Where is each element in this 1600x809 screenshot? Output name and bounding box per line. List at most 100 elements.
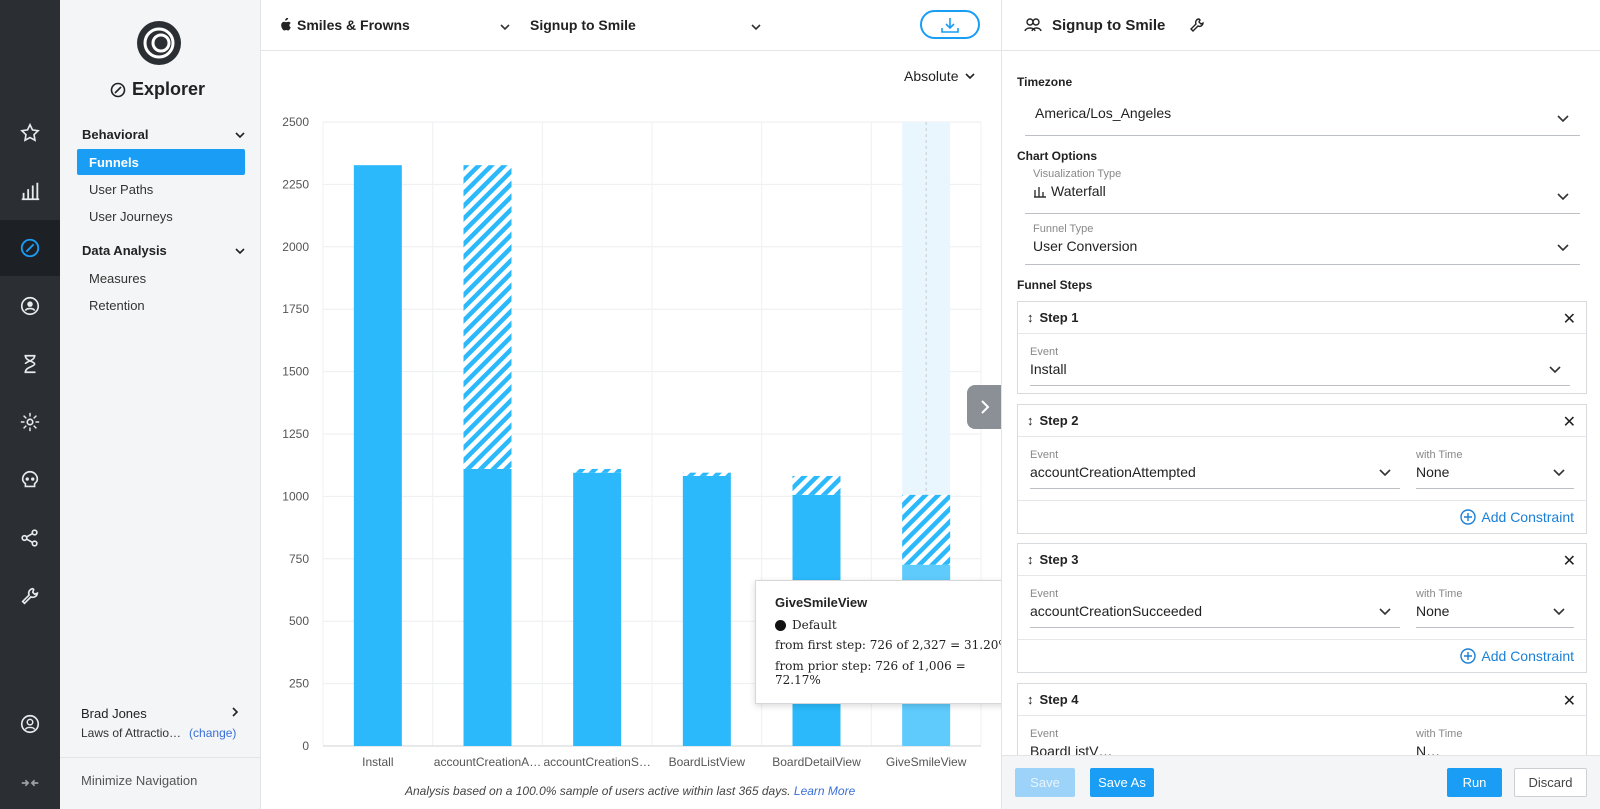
bar-dropped[interactable] [902, 494, 951, 565]
nav-item-measures[interactable]: Measures [77, 265, 245, 291]
funnel-type-label: Funnel Type [1033, 223, 1094, 235]
settings-panel: Signup to Smile Timezone America/Los_Ang… [1001, 0, 1600, 809]
step-header[interactable]: ↕ Step 2 ✕ [1018, 405, 1586, 437]
y-tick-label: 1000 [282, 489, 309, 503]
step-label: Step 4 [1039, 692, 1079, 707]
account-icon[interactable] [0, 696, 60, 752]
step-header[interactable]: ↕ Step 4 ✕ [1018, 684, 1586, 716]
y-tick-label: 750 [289, 552, 309, 566]
add-constraint-button[interactable]: Add Constraint [1460, 509, 1574, 525]
y-tick-label: 500 [289, 614, 309, 628]
report-select[interactable]: Signup to Smile [530, 17, 761, 33]
dashboards-icon[interactable] [0, 163, 60, 219]
bar-converted[interactable] [573, 472, 622, 746]
wrench-icon[interactable] [0, 568, 60, 624]
add-constraint-button[interactable]: Add Constraint [1460, 648, 1574, 664]
share-icon[interactable] [0, 510, 60, 566]
step-header[interactable]: ↕ Step 3 ✕ [1018, 544, 1586, 576]
learn-more-link[interactable]: Learn More [793, 784, 856, 798]
plus-circle-icon [1460, 509, 1477, 525]
drag-handle-icon[interactable]: ↕ [1027, 413, 1034, 428]
remove-step-icon[interactable]: ✕ [1562, 414, 1576, 431]
funnel-type-select[interactable]: Funnel Type User Conversion [1025, 223, 1580, 265]
event-value: accountCreationSucceeded [1030, 603, 1203, 619]
nav-item-user-paths[interactable]: User Paths [77, 176, 245, 202]
spark-icon[interactable] [0, 394, 60, 450]
y-tick-label: 250 [289, 677, 309, 691]
with-time-select[interactable]: with Time None [1416, 449, 1574, 489]
save-button[interactable]: Save [1015, 768, 1075, 797]
chevron-right-icon [981, 400, 990, 414]
section-behavioral[interactable]: Behavioral [82, 127, 246, 142]
bar-converted[interactable] [353, 165, 402, 747]
nav-item-label: Retention [89, 297, 145, 313]
chevron-down-icon [1379, 469, 1391, 477]
bar-converted[interactable] [682, 475, 731, 746]
drag-handle-icon[interactable]: ↕ [1027, 692, 1034, 707]
event-value: Install [1030, 361, 1067, 377]
funnel-step: ↕ Step 2 ✕ Event accountCreationAttempte… [1017, 404, 1587, 534]
event-select[interactable]: Event accountCreationSucceeded [1030, 588, 1400, 628]
event-select[interactable]: Event accountCreationAttempted [1030, 449, 1400, 489]
report-select-value: Signup to Smile [530, 17, 636, 33]
step-header[interactable]: ↕ Step 1 ✕ [1018, 302, 1586, 334]
viz-type-label: Visualization Type [1033, 168, 1122, 180]
skull-icon[interactable] [0, 452, 60, 508]
step-label: Step 1 [1039, 310, 1079, 325]
step-divider [1018, 500, 1586, 501]
with-time-select[interactable]: with Time N… [1416, 728, 1574, 755]
nav-item-funnels[interactable]: Funnels [77, 149, 245, 175]
drag-handle-icon[interactable]: ↕ [1027, 310, 1034, 325]
nav-item-user-journeys[interactable]: User Journeys [77, 203, 245, 229]
nav-item-retention[interactable]: Retention [77, 292, 245, 318]
event-value: BoardListV… [1030, 743, 1113, 755]
display-mode-select[interactable]: Absolute [904, 68, 976, 84]
collapse-nav-icon[interactable] [0, 755, 60, 809]
timezone-select[interactable]: America/Los_Angeles [1025, 96, 1580, 136]
visualization-type-select[interactable]: Visualization Type Waterfall [1025, 168, 1580, 214]
users-icon[interactable] [0, 278, 60, 334]
timezone-value: America/Los_Angeles [1035, 105, 1172, 121]
discard-button[interactable]: Discard [1514, 768, 1587, 797]
explorer-icon[interactable] [0, 220, 60, 276]
chevron-down-icon [1553, 469, 1565, 477]
viz-type-value: Waterfall [1033, 183, 1580, 199]
user-menu[interactable]: Brad Jones [81, 706, 241, 721]
user-name: Brad Jones [81, 706, 147, 721]
remove-step-icon[interactable]: ✕ [1562, 311, 1576, 328]
run-button[interactable]: Run [1447, 768, 1502, 797]
remove-step-icon[interactable]: ✕ [1562, 553, 1576, 570]
save-as-button[interactable]: Save As [1090, 768, 1154, 797]
with-time-value: N… [1416, 743, 1441, 755]
hourglass-icon[interactable] [0, 336, 60, 392]
funnel-step: ↕ Step 1 ✕ Event Install [1017, 301, 1587, 394]
minimize-navigation-button[interactable]: Minimize Navigation [81, 773, 198, 788]
download-button[interactable] [920, 10, 980, 39]
tooltip-first-step: from first step: 726 of 2,327 = 31.20% [775, 638, 1010, 652]
bar-dropped[interactable] [573, 468, 622, 473]
bar-converted[interactable] [463, 468, 512, 746]
drag-handle-icon[interactable]: ↕ [1027, 552, 1034, 567]
event-select[interactable]: Event Install [1030, 346, 1570, 386]
app-select[interactable]: Smiles & Frowns [279, 17, 510, 33]
step-divider [1018, 639, 1586, 640]
bar-dropped[interactable] [463, 165, 512, 469]
timezone-label: Timezone [1017, 75, 1073, 89]
with-time-select[interactable]: with Time None [1416, 588, 1574, 628]
wrench-icon[interactable] [1189, 17, 1205, 33]
download-icon [941, 17, 959, 33]
event-select[interactable]: Event BoardListV… [1030, 728, 1400, 755]
collapse-panel-button[interactable] [967, 385, 1003, 429]
chevron-down-icon [1553, 608, 1565, 616]
with-time-label: with Time [1416, 449, 1463, 461]
bar-dropped[interactable] [682, 472, 731, 476]
chevron-down-icon [1557, 193, 1569, 201]
remove-step-icon[interactable]: ✕ [1562, 693, 1576, 710]
change-org-link[interactable]: (change) [189, 726, 237, 740]
favorites-icon[interactable] [0, 105, 60, 161]
bar-dropped[interactable] [792, 475, 841, 495]
chevron-down-icon [965, 73, 976, 80]
chevron-down-icon [751, 24, 761, 31]
footnote-text: Analysis based on a 100.0% sample of use… [405, 784, 791, 798]
section-data-analysis[interactable]: Data Analysis [82, 243, 246, 258]
